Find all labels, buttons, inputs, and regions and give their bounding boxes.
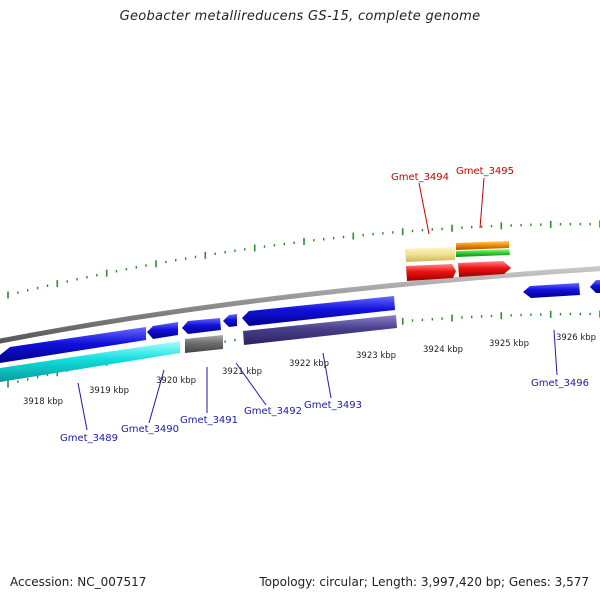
gene-3493-cog[interactable] — [243, 315, 397, 345]
kbp-label: 3925 kbp — [489, 339, 529, 349]
kbp-label: 3919 kbp — [89, 386, 129, 396]
kbp-label: 3922 kbp — [289, 359, 329, 369]
gene-label-gmet-3492[interactable]: Gmet_3492 — [244, 406, 302, 417]
map-title: Geobacter metallireducens GS-15, complet… — [119, 9, 481, 24]
kbp-label: 3920 kbp — [156, 376, 196, 386]
kbp-label: 3918 kbp — [23, 397, 63, 407]
kbp-label: 3926 kbp — [556, 333, 596, 343]
gene-label-gmet-3490[interactable]: Gmet_3490 — [121, 424, 179, 435]
kbp-label: 3921 kbp — [222, 367, 262, 377]
gene-label-gmet-3489[interactable]: Gmet_3489 — [60, 433, 118, 444]
gene-label-gmet-3491[interactable]: Gmet_3491 — [180, 415, 238, 426]
gene-3492-arrow[interactable] — [223, 314, 237, 327]
gene-3496-arrow[interactable] — [523, 283, 580, 298]
genome-backbone — [0, 266, 600, 344]
gene-3494-cog[interactable] — [405, 247, 455, 262]
outer-tick-ring — [7, 220, 600, 299]
gene-3490-arrow[interactable] — [147, 322, 178, 339]
gene-3491-cog[interactable] — [185, 335, 223, 353]
gene-labels: Gmet_3494 Gmet_3495 Gmet_3489 Gmet_3490 … — [60, 166, 589, 444]
gene-3495-arrow[interactable] — [458, 261, 511, 277]
reverse-genes — [0, 296, 397, 382]
kbp-labels: 3918 kbp 3919 kbp 3920 kbp 3921 kbp 3922… — [23, 333, 596, 407]
label-leaders — [77, 177, 558, 431]
gene-3489-cog[interactable] — [0, 341, 180, 382]
gene-3489-arrow[interactable] — [0, 327, 146, 363]
accession-label: Accession: NC_007517 — [10, 575, 147, 589]
gene-3494-arrow[interactable] — [406, 264, 456, 281]
kbp-label: 3924 kbp — [423, 345, 463, 355]
kbp-label: 3923 kbp — [356, 351, 396, 361]
gene-partial-right[interactable] — [590, 280, 600, 293]
gene-3491-arrow[interactable] — [182, 318, 221, 334]
gene-3495-cog-orange[interactable] — [456, 241, 509, 250]
genome-summary: Topology: circular; Length: 3,997,420 bp… — [259, 575, 589, 589]
gene-3495-cog-green[interactable] — [456, 249, 510, 257]
gene-label-gmet-3495[interactable]: Gmet_3495 — [456, 166, 514, 177]
gene-label-gmet-3496[interactable]: Gmet_3496 — [531, 378, 589, 389]
gene-label-gmet-3494[interactable]: Gmet_3494 — [391, 172, 449, 183]
gene-3493-arrow[interactable] — [242, 296, 395, 326]
forward-genes — [405, 241, 600, 298]
gene-label-gmet-3493[interactable]: Gmet_3493 — [304, 400, 362, 411]
